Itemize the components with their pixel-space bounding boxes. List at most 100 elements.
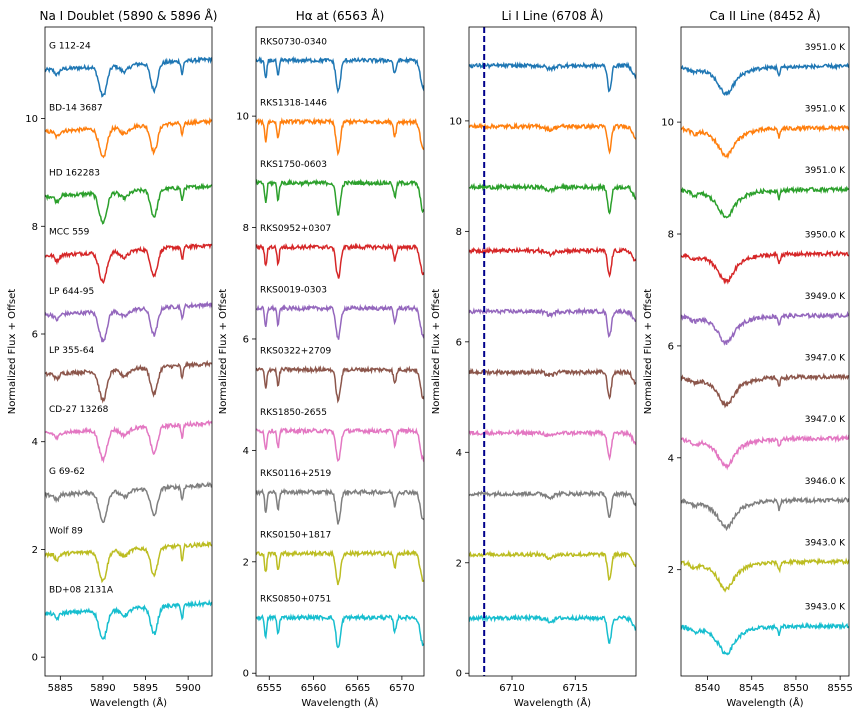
x-tick-label: 5895 xyxy=(133,683,158,694)
series-line-6 xyxy=(256,365,424,404)
x-tick-label: 6555 xyxy=(257,683,282,694)
series-label-1: 3951.0 K xyxy=(805,43,846,53)
series-line-2 xyxy=(469,121,636,155)
series-line-6 xyxy=(45,359,212,404)
x-tick-label: 6715 xyxy=(563,683,588,694)
series-line-2 xyxy=(256,116,424,157)
series-label-8: G 69-62 xyxy=(49,467,85,477)
y-tick-label: 4 xyxy=(32,437,38,448)
series-line-9 xyxy=(681,557,849,593)
x-tick-label: 6570 xyxy=(389,683,414,694)
y-tick-label: 6 xyxy=(668,341,674,352)
x-tick-label: 6560 xyxy=(301,683,326,694)
series-label-3: 3951.0 K xyxy=(805,166,846,176)
series-line-9 xyxy=(45,540,212,584)
y-axis-label: Normalized Flux + Offset xyxy=(431,289,442,415)
series-label-5: RKS0019-0303 xyxy=(260,285,327,295)
series-line-5 xyxy=(469,306,636,338)
series-line-8 xyxy=(256,487,424,525)
y-tick-label: 8 xyxy=(32,222,38,233)
series-label-4: RKS0952+0307 xyxy=(260,224,331,234)
series-line-5 xyxy=(681,310,849,346)
series-label-7: CD-27 13268 xyxy=(49,405,109,415)
chart-title: Na I Doublet (5890 & 5896 Å) xyxy=(40,8,218,23)
series-label-9: Wolf 89 xyxy=(49,526,83,536)
y-tick-label: 2 xyxy=(668,565,674,576)
chart-title: Ca II Line (8452 Å) xyxy=(709,8,820,23)
series-line-10 xyxy=(256,612,424,649)
y-tick-label: 0 xyxy=(243,669,249,680)
panel-2: RKS0730-0340 RKS1318-1446 RKS1750-0603 RKS0… xyxy=(218,8,425,709)
panel-3: 6710 6715 0 2 4 6 8 10 Li I Line (6708 Å) Wavelen… xyxy=(431,8,637,709)
y-tick-label: 4 xyxy=(456,448,462,459)
series-line-8 xyxy=(469,489,636,519)
series-line-2 xyxy=(45,117,212,159)
series-label-2: BD-14 3687 xyxy=(49,104,103,114)
series-label-8: RKS0116+2519 xyxy=(260,469,331,479)
series-label-5: 3949.0 K xyxy=(805,292,846,302)
series-line-10 xyxy=(681,621,849,656)
series-line-5 xyxy=(45,300,212,343)
series-line-7 xyxy=(469,428,636,462)
series-label-7: RKS1850-2655 xyxy=(260,408,327,418)
x-tick-label: 8555 xyxy=(827,683,852,694)
y-tick-label: 8 xyxy=(456,227,462,238)
y-tick-label: 2 xyxy=(456,558,462,569)
series-line-1 xyxy=(45,55,212,98)
series-line-9 xyxy=(469,549,636,581)
series-line-4 xyxy=(681,249,849,285)
y-tick-label: 4 xyxy=(668,453,674,464)
series-label-9: RKS0150+1817 xyxy=(260,530,331,540)
y-axis-label: Normalized Flux + Offset xyxy=(218,289,229,415)
series-label-6: LP 355-64 xyxy=(49,346,94,356)
series-label-10: RKS0850+0751 xyxy=(260,595,331,605)
series-line-4 xyxy=(469,246,636,279)
series-line-6 xyxy=(469,367,636,400)
y-axis-label: Normalized Flux + Offset xyxy=(7,289,18,415)
x-tick-label: 5890 xyxy=(90,683,115,694)
y-tick-label: 8 xyxy=(243,223,249,234)
series-label-9: 3943.0 K xyxy=(805,538,846,548)
series-label-7: 3947.0 K xyxy=(805,415,846,425)
series-line-4 xyxy=(45,242,212,285)
series-label-10: 3943.0 K xyxy=(805,603,846,613)
plot-frame xyxy=(255,26,425,677)
series-line-8 xyxy=(681,496,849,532)
series-line-10 xyxy=(45,599,212,640)
series-line-3 xyxy=(45,182,212,225)
x-tick-label: 6710 xyxy=(499,683,524,694)
y-tick-label: 10 xyxy=(236,112,249,123)
series-label-1: RKS0730-0340 xyxy=(260,37,327,47)
x-axis-label: Wavelength (Å) xyxy=(514,696,591,709)
series-line-8 xyxy=(45,481,212,524)
series-line-3 xyxy=(469,182,636,215)
y-tick-label: 6 xyxy=(243,334,249,345)
y-tick-label: 0 xyxy=(32,653,38,664)
series-line-1 xyxy=(681,62,849,96)
y-tick-label: 10 xyxy=(449,116,462,127)
series-line-3 xyxy=(256,178,424,216)
x-axis-label: Wavelength (Å) xyxy=(726,696,803,709)
series-line-6 xyxy=(681,372,849,409)
series-label-6: RKS0322+2709 xyxy=(260,347,331,357)
x-tick-label: 5900 xyxy=(175,683,200,694)
y-tick-label: 8 xyxy=(668,230,674,241)
y-tick-label: 10 xyxy=(25,114,38,125)
series-line-7 xyxy=(681,433,849,471)
plot-frame xyxy=(44,26,213,677)
x-tick-label: 5885 xyxy=(48,683,73,694)
x-axis-label: Wavelength (Å) xyxy=(301,696,378,709)
plot-frame xyxy=(680,26,850,677)
panel-1: G 112-24 BD-14 3687 HD 162283 MCC 559 LP 644… xyxy=(7,8,218,709)
x-axis-label: Wavelength (Å) xyxy=(90,696,167,709)
series-label-3: HD 162283 xyxy=(49,168,100,178)
chart-title: Hα at (6563 Å) xyxy=(296,8,385,23)
series-line-10 xyxy=(469,613,636,645)
panel-4: 3951.0 K 3951.0 K 3951.0 K 3950.0 K 3949.0 K… xyxy=(643,8,853,709)
y-tick-label: 2 xyxy=(243,557,249,568)
y-tick-label: 0 xyxy=(456,669,462,680)
y-tick-label: 6 xyxy=(456,337,462,348)
y-axis-label: Normalized Flux + Offset xyxy=(643,289,654,415)
series-label-5: LP 644-95 xyxy=(49,287,94,297)
